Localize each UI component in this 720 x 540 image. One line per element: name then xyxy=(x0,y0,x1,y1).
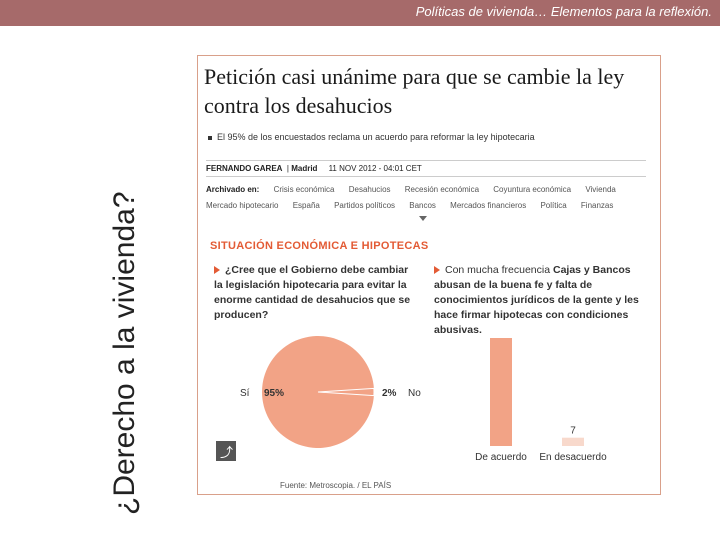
author[interactable]: FERNANDO GAREA xyxy=(206,164,283,173)
article-bullet: El 95% de los encuestados reclama un acu… xyxy=(208,132,535,142)
article-headline: Petición casi unánime para que se cambie… xyxy=(204,64,625,118)
bar-category-de-acuerdo: De acuerdo xyxy=(475,452,527,463)
byline: FERNANDO GAREA | Madrid 11 NOV 2012 - 04… xyxy=(206,160,646,177)
question-right-pre: Con mucha frecuencia xyxy=(445,264,553,276)
bar-category-en-desacuerdo: En desacuerdo xyxy=(539,452,607,463)
tag-link[interactable]: Mercado hipotecario xyxy=(206,201,279,210)
infographic-section-title: SITUACIÓN ECONÓMICA E HIPOTECAS xyxy=(210,240,429,252)
pie-label-no: No xyxy=(408,388,421,399)
source-credit: Fuente: Metroscopia. / EL PAÍS xyxy=(280,481,392,490)
question-left: ¿Cree que el Gobierno debe cambiar la le… xyxy=(214,263,414,323)
share-icon[interactable] xyxy=(216,441,236,461)
slide-header: Políticas de vivienda… Elementos para la… xyxy=(415,4,712,19)
bar-en-desacuerdo xyxy=(562,437,584,446)
tag-link[interactable]: Mercados financieros xyxy=(450,201,527,210)
tag-link[interactable]: Desahucios xyxy=(348,185,391,194)
bar-value-de-acuerdo: 91 xyxy=(495,336,507,337)
tag-link[interactable]: Crisis económica xyxy=(273,185,335,194)
question-right: Con mucha frecuencia Cajas y Bancos abus… xyxy=(434,263,648,338)
arrow-right-icon xyxy=(214,266,220,275)
bullet-square-icon xyxy=(208,135,212,140)
tag-link[interactable]: Partidos políticos xyxy=(334,201,396,210)
tag-link[interactable]: España xyxy=(292,201,320,210)
arrow-right-icon xyxy=(434,266,440,275)
pie-label-si: Sí xyxy=(240,388,250,399)
archived-label: Archivado en: xyxy=(206,185,260,194)
article-clipping: Petición casi unánime para que se cambie… xyxy=(197,55,661,495)
tag-link[interactable]: Política xyxy=(540,201,567,210)
date: 11 NOV 2012 - 04:01 CET xyxy=(328,164,422,173)
vertical-slide-title: ¿Derecho a la vivienda? xyxy=(108,191,141,515)
tag-link[interactable]: Vivienda xyxy=(585,185,616,194)
pie-slice-si xyxy=(262,336,374,448)
caret-down-icon xyxy=(419,216,427,221)
tag-link[interactable]: Recesión económica xyxy=(404,185,480,194)
tag-link[interactable]: Bancos xyxy=(409,201,436,210)
tags-row-2: Mercado hipotecario España Partidos polí… xyxy=(206,198,646,214)
bar-value-en-desacuerdo: 7 xyxy=(570,426,576,437)
tags-block: Archivado en: Crisis económica Desahucio… xyxy=(206,182,646,214)
tag-link[interactable]: Coyuntura económica xyxy=(493,185,572,194)
bar-chart: 91 7 De acuerdo En desacuerdo xyxy=(475,336,607,463)
pie-slice-no xyxy=(317,387,375,397)
pie-value-si: 95% xyxy=(264,388,284,399)
bullet-text: El 95% de los encuestados reclama un acu… xyxy=(217,132,535,142)
pie-value-no: 2% xyxy=(382,388,397,399)
pie-chart: Sí 95% 2% No xyxy=(240,336,421,448)
tag-link[interactable]: Finanzas xyxy=(580,201,614,210)
bar-de-acuerdo xyxy=(490,338,512,446)
tags-row-1: Archivado en: Crisis económica Desahucio… xyxy=(206,182,646,198)
question-left-text: ¿Cree que el Gobierno debe cambiar la le… xyxy=(214,264,411,321)
location: Madrid xyxy=(291,164,318,173)
header-band xyxy=(0,0,720,26)
question-right-bold: Cajas y Bancos abusan de la buena fe y f… xyxy=(434,264,639,336)
